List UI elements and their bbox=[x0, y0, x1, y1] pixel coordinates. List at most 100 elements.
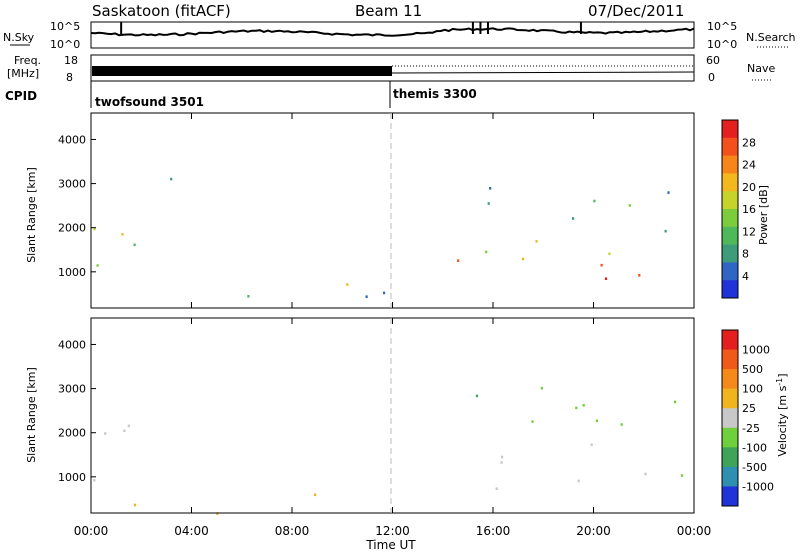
range-gate-cell bbox=[680, 474, 684, 477]
nave-label: Nave bbox=[747, 62, 775, 75]
colorbar-segment bbox=[722, 466, 738, 487]
range-gate-cell bbox=[572, 217, 575, 220]
range-gate-cell bbox=[93, 479, 96, 482]
velocity-panel-bg bbox=[91, 318, 694, 513]
y-tick-label: 2000 bbox=[58, 222, 86, 235]
freq-label-2: [MHz] bbox=[7, 67, 39, 80]
colorbar-tick-label: 500 bbox=[742, 363, 763, 376]
velocity-cbar-label: Velocity [m s-1] bbox=[775, 373, 790, 456]
power-cbar-label: Power [dB] bbox=[757, 185, 770, 245]
y-tick-label: 1000 bbox=[58, 471, 86, 484]
colorbar-segment bbox=[722, 244, 738, 263]
nsearch-tick-top: 10^5 bbox=[707, 20, 737, 33]
range-gate-cell bbox=[346, 283, 349, 286]
colorbar-segment bbox=[722, 369, 738, 390]
y-tick-label: 3000 bbox=[58, 178, 86, 191]
colorbar-segment bbox=[722, 280, 738, 299]
y-tick-label: 3000 bbox=[58, 383, 86, 396]
range-gate-cell bbox=[644, 472, 647, 476]
colorbar-tick-label: -25 bbox=[742, 422, 760, 435]
range-gate-cell bbox=[664, 229, 667, 233]
colorbar-segment bbox=[722, 486, 738, 507]
colorbar-segment bbox=[722, 191, 738, 210]
nsky-label: N.Sky bbox=[3, 31, 35, 44]
range-gate-cell bbox=[531, 420, 534, 423]
range-gate-cell bbox=[96, 264, 99, 267]
date-title: 07/Dec/2011 bbox=[588, 2, 684, 20]
range-gate-cell bbox=[593, 199, 596, 203]
range-gate-cell bbox=[590, 443, 593, 446]
range-gate-cell bbox=[365, 295, 368, 298]
colorbar-tick-label: 12 bbox=[742, 225, 756, 238]
beam-title: Beam 11 bbox=[355, 2, 422, 20]
range-gate-cell bbox=[487, 202, 490, 205]
range-gate-cell bbox=[383, 291, 386, 295]
site-title: Saskatoon (fitACF) bbox=[92, 2, 231, 20]
colorbar-tick-label: 24 bbox=[742, 159, 756, 172]
colorbar-segment bbox=[722, 120, 738, 139]
colorbar-tick-label: 1000 bbox=[742, 344, 770, 357]
x-tick-label: 00:00 bbox=[677, 524, 712, 538]
x-tick-label: 20:00 bbox=[576, 524, 611, 538]
colorbar-segment bbox=[722, 388, 738, 409]
range-gate-cell bbox=[495, 487, 498, 490]
range-gate-cell bbox=[247, 295, 250, 298]
cpid-mode-1: twofsound 3501 bbox=[95, 95, 204, 109]
nave-tick-top: 60 bbox=[706, 54, 720, 67]
range-gate-cell bbox=[485, 250, 488, 254]
range-gate-cell bbox=[604, 277, 608, 280]
range-gate-cell bbox=[121, 233, 124, 236]
colorbar-tick-label: 8 bbox=[742, 248, 749, 261]
x-axis-label: Time UT bbox=[365, 538, 416, 552]
range-gate-cell bbox=[638, 274, 641, 277]
range-gate-cell bbox=[577, 479, 580, 483]
colorbar-tick-label: 20 bbox=[742, 181, 756, 194]
x-axis: 00:00 04:00 08:00 12:00 16:00 20:00 00:00 bbox=[74, 113, 712, 538]
power-ylabel: Slant Range [km] bbox=[25, 167, 38, 263]
noise-trace bbox=[90, 27, 695, 37]
colorbar-tick-label: 4 bbox=[742, 270, 749, 283]
colorbar-tick-label: -500 bbox=[742, 461, 767, 474]
colorbar-tick-label: -100 bbox=[742, 441, 767, 454]
range-gate-cell bbox=[501, 455, 504, 459]
range-gate-cell bbox=[540, 386, 543, 390]
nsky-tick-bottom: 10^0 bbox=[50, 38, 80, 51]
nave-line-themis bbox=[391, 71, 695, 74]
range-gate-cell bbox=[457, 259, 460, 262]
range-gate-cell bbox=[127, 424, 130, 428]
colorbar-tick-label: 28 bbox=[742, 136, 756, 149]
nsearch-label: N.Search bbox=[746, 31, 796, 44]
range-gate-cell bbox=[628, 204, 631, 207]
colorbar-segment bbox=[722, 226, 738, 246]
freq-label-1: Freq. bbox=[14, 54, 41, 67]
range-gate-cell bbox=[133, 243, 136, 247]
colorbar-segment bbox=[722, 447, 738, 468]
noise-spikes bbox=[120, 22, 582, 34]
colorbar-tick-label: -1000 bbox=[742, 480, 774, 493]
velocity-colorbar: 1000 500 100 25 -25 -100 -500 -1000 bbox=[721, 329, 774, 507]
velocity-data bbox=[93, 386, 684, 515]
colorbar-segment bbox=[722, 173, 738, 192]
x-tick-label: 00:00 bbox=[74, 524, 109, 538]
velocity-y-axis: 1000 2000 3000 4000 bbox=[58, 338, 96, 484]
range-gate-cell bbox=[582, 404, 585, 407]
range-gate-cell bbox=[521, 257, 525, 261]
range-gate-cell bbox=[216, 512, 219, 515]
colorbar-segment bbox=[722, 262, 738, 281]
power-colorbar: 28 24 20 16 12 8 4 bbox=[721, 119, 756, 299]
range-gate-cell bbox=[500, 461, 503, 464]
range-gate-cell bbox=[314, 493, 317, 497]
y-tick-label: 2000 bbox=[58, 427, 86, 440]
range-gate-cell bbox=[674, 400, 677, 404]
power-data bbox=[93, 177, 670, 298]
freq-tick-bottom: 8 bbox=[66, 71, 73, 84]
freq-tick-top: 18 bbox=[64, 54, 78, 67]
velocity-ylabel: Slant Range [km] bbox=[25, 367, 38, 463]
freq-bar-twofsound bbox=[92, 66, 392, 76]
freq-panel bbox=[90, 54, 695, 82]
range-gate-cell bbox=[489, 187, 492, 190]
range-gate-cell bbox=[133, 503, 137, 507]
y-tick-label: 1000 bbox=[58, 266, 86, 279]
range-gate-cell bbox=[595, 419, 598, 423]
